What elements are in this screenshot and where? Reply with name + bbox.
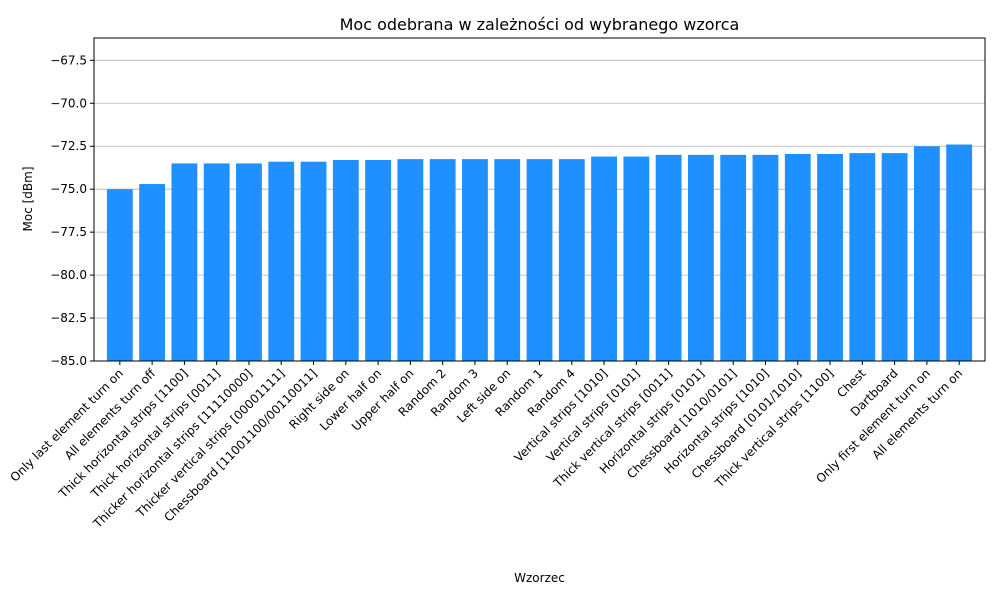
y-tick-label: −80.0 xyxy=(50,268,87,282)
bar xyxy=(494,159,521,361)
bar xyxy=(623,156,650,361)
bar xyxy=(429,159,456,361)
bar xyxy=(268,161,295,361)
bar xyxy=(688,154,714,361)
bar xyxy=(203,163,230,361)
bar xyxy=(365,159,391,361)
bar xyxy=(946,144,973,361)
bar xyxy=(752,154,779,361)
y-tick-label: −82.5 xyxy=(50,311,87,325)
y-tick-label: −85.0 xyxy=(50,354,87,368)
y-axis-ticks: −85.0 −82.5 −80.0 −77.5 −75.0 −72.5 −70.0 −67.5 xyxy=(50,53,94,368)
y-tick-label: −75.0 xyxy=(50,182,87,196)
bar xyxy=(106,189,133,361)
y-axis-label: Moc [dBm] xyxy=(21,166,35,231)
y-tick-label: −70.0 xyxy=(50,96,87,110)
bar xyxy=(591,156,617,361)
bar xyxy=(171,163,198,361)
y-tick-label: −72.5 xyxy=(50,139,87,153)
y-tick-label: −77.5 xyxy=(50,225,87,239)
bar xyxy=(784,153,811,361)
bar xyxy=(849,153,876,361)
bar xyxy=(332,159,359,361)
x-axis-label: Wzorzec xyxy=(514,571,565,585)
bar xyxy=(236,163,262,361)
bar xyxy=(526,159,553,361)
bar xyxy=(139,184,166,361)
bar xyxy=(913,146,940,361)
y-tick-label: −67.5 xyxy=(50,53,87,67)
bar xyxy=(817,153,843,361)
bars xyxy=(106,144,973,361)
bar xyxy=(462,159,488,361)
bar xyxy=(558,159,585,361)
bar xyxy=(720,154,747,361)
chart-title: Moc odebrana w zależności od wybranego w… xyxy=(340,15,740,34)
bar xyxy=(397,159,424,361)
bar xyxy=(300,161,327,361)
bar xyxy=(655,154,682,361)
bar xyxy=(881,153,908,361)
